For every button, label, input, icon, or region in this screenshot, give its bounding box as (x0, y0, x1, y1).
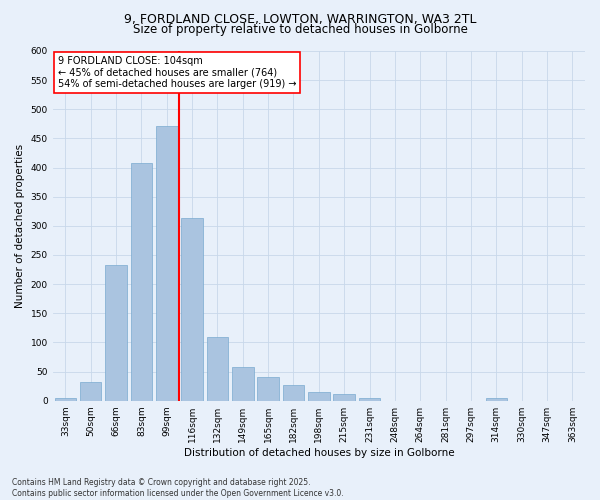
Bar (105, 266, 127, 400)
Text: Contains HM Land Registry data © Crown copyright and database right 2025.
Contai: Contains HM Land Registry data © Crown c… (12, 478, 344, 498)
Bar (55, 398, 76, 400)
Text: 9, FORDLAND CLOSE, LOWTON, WARRINGTON, WA3 2TL: 9, FORDLAND CLOSE, LOWTON, WARRINGTON, W… (124, 12, 476, 26)
Bar (232, 367, 254, 400)
Bar (308, 392, 329, 400)
Text: Size of property relative to detached houses in Golborne: Size of property relative to detached ho… (133, 22, 467, 36)
Bar (131, 163, 152, 400)
X-axis label: Distribution of detached houses by size in Golborne: Distribution of detached houses by size … (184, 448, 454, 458)
Bar (334, 394, 355, 400)
Bar (80, 382, 101, 400)
Bar (257, 378, 279, 400)
Bar (206, 336, 228, 400)
Bar (283, 385, 304, 400)
Bar (359, 398, 380, 400)
Bar (156, 126, 178, 400)
Bar (181, 218, 203, 400)
Bar (485, 398, 507, 400)
Text: 9 FORDLAND CLOSE: 104sqm
← 45% of detached houses are smaller (764)
54% of semi-: 9 FORDLAND CLOSE: 104sqm ← 45% of detach… (58, 56, 296, 90)
Y-axis label: Number of detached properties: Number of detached properties (15, 144, 25, 308)
